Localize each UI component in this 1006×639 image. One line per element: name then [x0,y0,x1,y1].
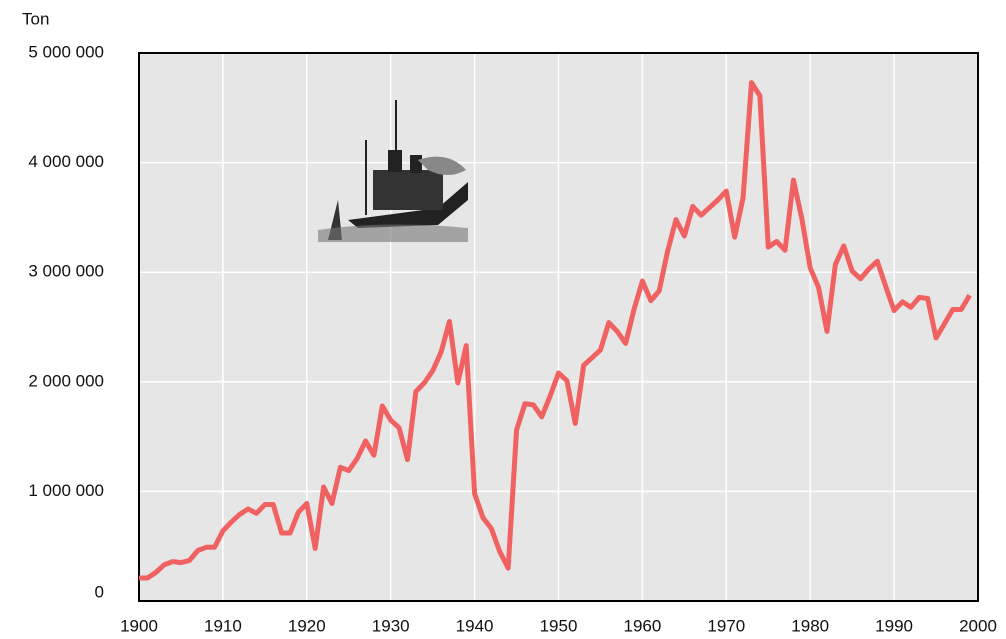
x-tick-label: 1920 [288,616,326,635]
y-tick-label: 1 000 000 [28,481,104,500]
ship-illustration [318,100,468,242]
y-axis-label: Ton [22,9,49,28]
plot-border [138,52,979,602]
x-tick-label: 1950 [540,616,578,635]
y-tick-label: 2 000 000 [28,371,104,390]
x-tick-label: 1910 [204,616,242,635]
x-tick-label: 1970 [707,616,745,635]
x-tick-label: 2000 [959,616,997,635]
x-tick-label: 1960 [623,616,661,635]
x-tick-label: 1900 [120,616,158,635]
data-line [139,80,972,581]
x-tick-label: 1990 [875,616,913,635]
y-tick-label: 5 000 000 [28,42,104,61]
x-tick-label: 1930 [372,616,410,635]
y-tick-label: 0 [95,582,104,601]
x-tick-label: 1980 [791,616,829,635]
y-tick-label: 4 000 000 [28,152,104,171]
grid [138,52,979,602]
x-tick-label: 1940 [456,616,494,635]
y-tick-label: 3 000 000 [28,262,104,281]
